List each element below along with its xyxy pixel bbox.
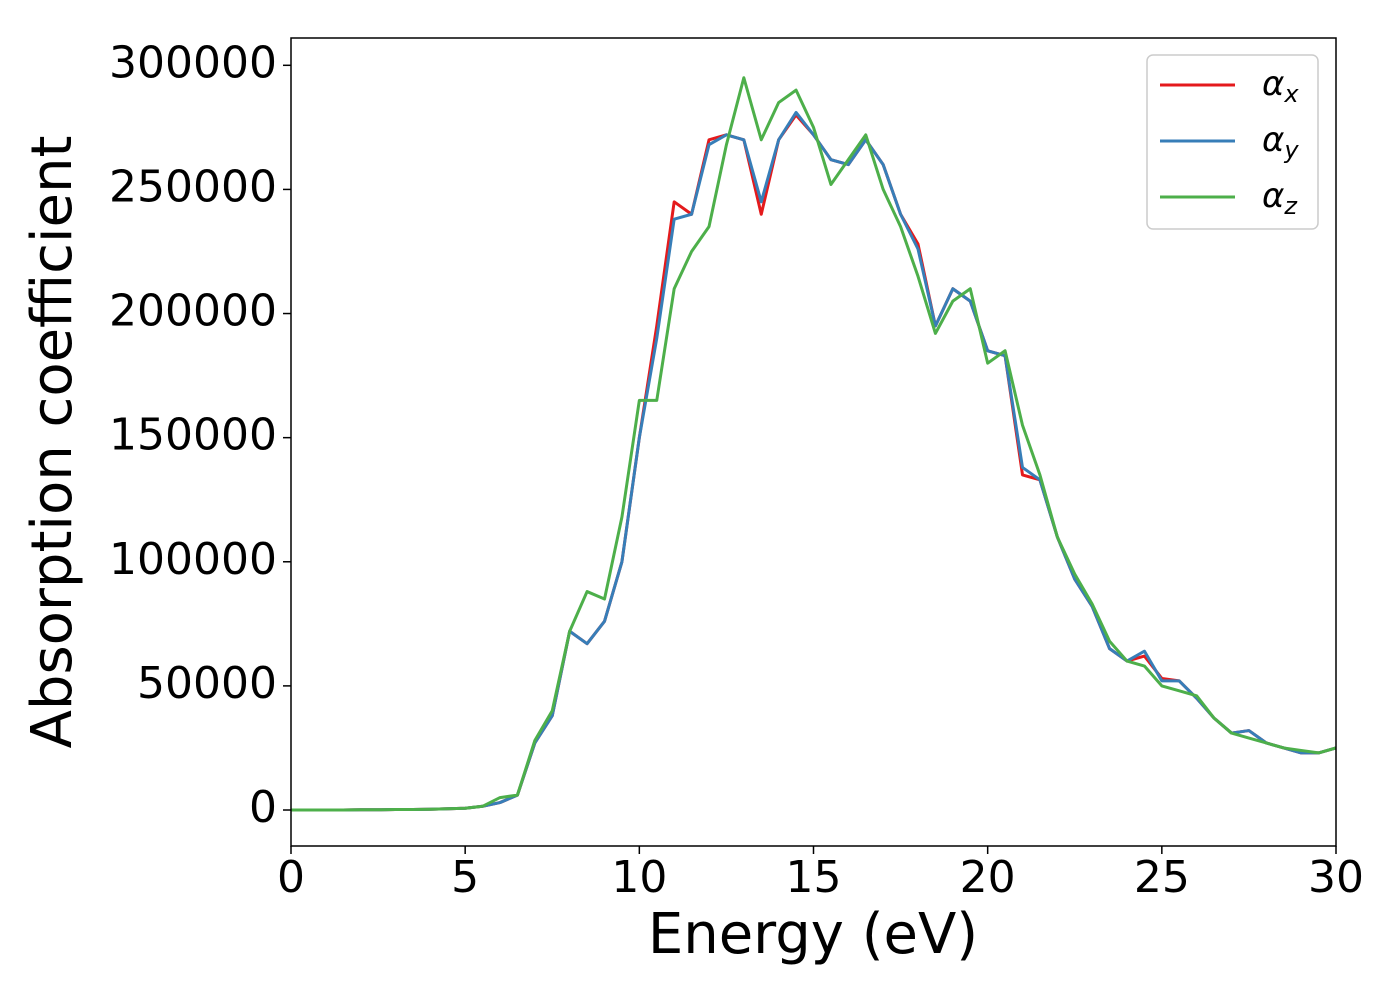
x-tick-label: 0: [277, 852, 305, 903]
legend-label: αy: [1262, 120, 1299, 165]
plot-frame: [290, 37, 1337, 847]
y-tick-label: 250000: [109, 161, 277, 212]
x-tick-label: 20: [960, 852, 1016, 903]
x-tick-label: 10: [611, 852, 667, 903]
y-tick-label: 200000: [109, 286, 277, 337]
x-tick-label: 5: [451, 852, 479, 903]
y-tick-label: 300000: [109, 37, 277, 88]
series-line: [291, 76, 1336, 812]
x-tick-label: 25: [1134, 852, 1190, 903]
y-tick-label: 150000: [109, 410, 277, 461]
x-tick-label: 15: [786, 852, 842, 903]
legend-label: αz: [1262, 176, 1298, 221]
y-tick-label: 50000: [137, 658, 277, 709]
x-tick-label: 30: [1308, 852, 1364, 903]
y-tick-label: 100000: [109, 534, 277, 585]
legend-label: αx: [1262, 64, 1299, 109]
y-axis-label: Absorption coefficient: [20, 136, 85, 749]
x-axis-label: Energy (eV): [648, 902, 978, 967]
y-tick-label: 0: [249, 782, 277, 833]
